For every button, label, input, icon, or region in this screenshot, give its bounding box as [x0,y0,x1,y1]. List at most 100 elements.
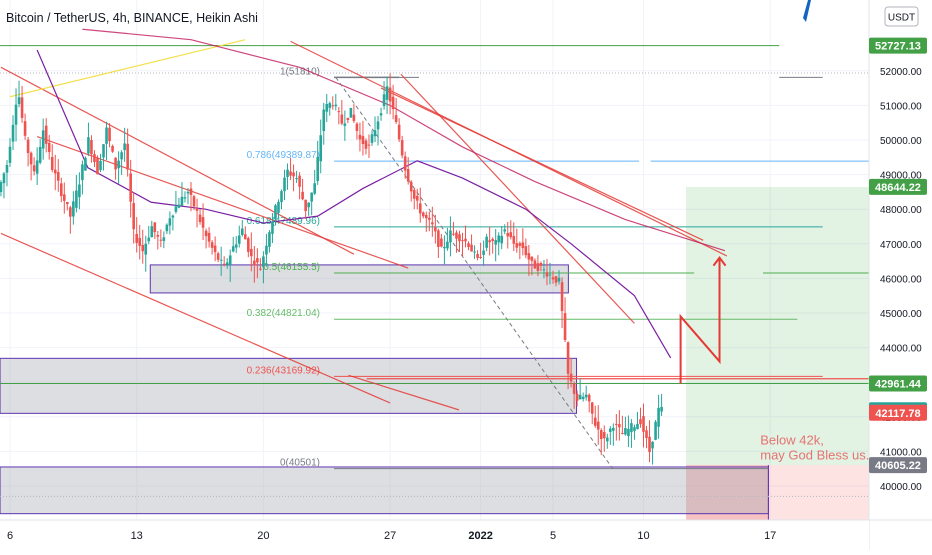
price-label-text: 40605.22 [875,460,921,472]
candle-body [440,238,443,247]
risk-zone-inner [686,465,769,520]
candle-body [262,256,265,267]
candle-body [524,246,528,256]
candle-body [331,105,335,107]
candle-body [219,259,223,261]
candle-body [651,441,654,449]
candle-body [421,212,425,217]
candle-body [84,157,87,171]
price-label: 40605.22 [869,457,927,474]
candle-body [355,123,359,131]
candle-body [337,111,341,113]
candle-body [298,175,301,187]
candle-body [470,244,473,252]
candle-body [90,140,93,155]
candle-body [497,235,500,243]
candle-body [443,246,446,249]
zone-box [0,357,578,414]
fib-level-label: 0.618(47489.96) [247,216,320,227]
candle-body [87,137,90,154]
fib-level-label: 1(51810) [280,66,320,77]
candle-body [144,243,148,255]
candle-body [639,419,642,425]
candle-body [274,205,277,220]
x-tick-label: 2022 [468,530,492,542]
candle-body [654,421,657,440]
time-axis-panel [0,520,869,550]
candle-body [367,144,371,146]
candle-body [340,114,344,124]
candle-body [319,135,323,162]
candle-body [615,423,618,425]
x-tick-label: 10 [637,530,649,542]
projection-arrow-head [712,255,727,267]
candle-body [132,203,135,230]
candle-body [636,423,639,430]
candle-body [551,277,555,280]
y-tick-label: 47000.00 [880,240,922,251]
candle-body [225,262,229,265]
candle-body [156,235,160,237]
candle-body [452,233,455,235]
candle-body [8,146,12,163]
candle-body [391,96,395,110]
price-label-text: 52727.13 [875,41,921,53]
candle-body [431,222,434,225]
risk-zone [686,465,869,520]
candle-body [434,227,437,232]
candle-body [32,165,36,172]
candle-body [259,268,262,270]
channel-lower-line [0,232,391,404]
candle-body [612,427,615,431]
candle-body [29,152,33,165]
candle-body [630,423,633,433]
candle-body [343,123,347,126]
candle-body [59,183,63,197]
candle-body [268,232,271,247]
candle-body [596,421,600,430]
candle-body [56,172,60,181]
candle-body [536,263,540,271]
candle-body [400,140,404,156]
candles-group [0,73,663,465]
x-tick-label: 20 [257,530,269,542]
candle-body [150,226,154,238]
candle-body [253,260,256,266]
candle-body [174,206,178,212]
candle-body [310,192,313,202]
candle-body [403,156,407,171]
price-label: 48644.22 [869,178,927,195]
currency-badge: USDT [884,6,919,27]
y-tick-label: 51000.00 [880,101,922,112]
candle-body [286,169,289,177]
candle-body [289,171,292,176]
candle-body [382,94,386,107]
candle-body [159,239,163,241]
candle-body [20,97,24,118]
candle-body [503,229,507,232]
price-label-box [869,178,927,195]
candle-body [587,394,591,402]
candle-body [189,188,193,195]
candle-body [521,242,525,249]
candle-body [277,201,280,213]
candle-body [114,157,117,170]
candle-body [171,215,175,218]
candle-body [17,97,21,105]
candle-body [476,253,479,258]
candle-body [467,243,470,248]
candle-body [72,201,75,217]
candle-body [313,183,316,194]
candle-body [530,256,534,261]
candle-body [96,158,99,175]
price-label-text: 42117.78 [875,408,920,420]
candle-body [44,125,48,144]
candle-body [660,406,663,412]
candle-body [609,428,612,432]
candle-body [168,218,172,226]
candle-body [11,124,15,142]
candle-body [41,130,45,149]
